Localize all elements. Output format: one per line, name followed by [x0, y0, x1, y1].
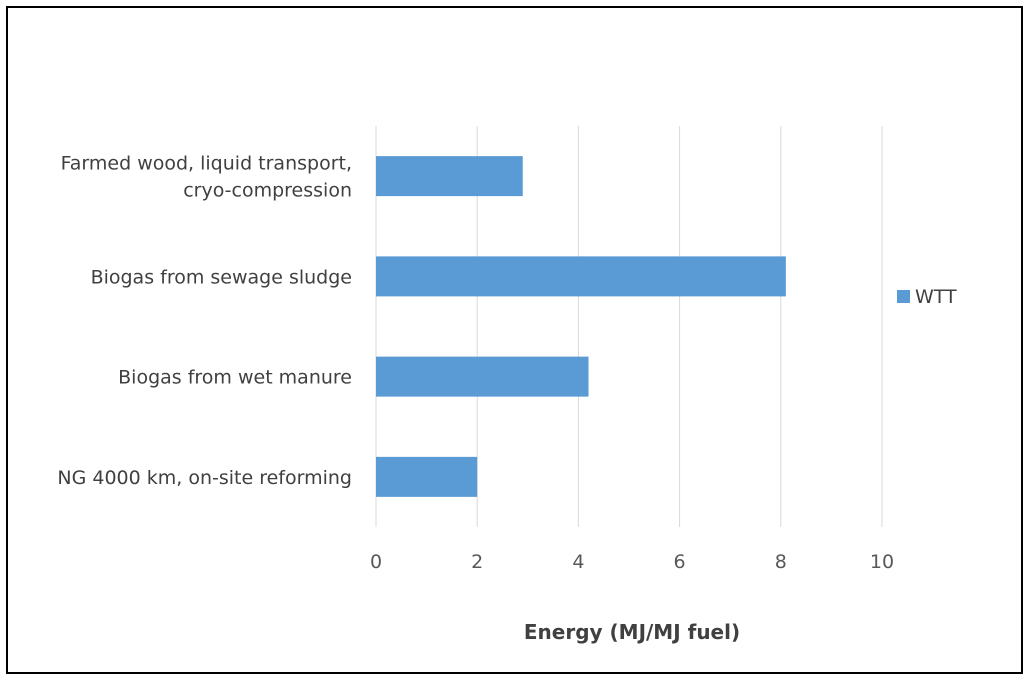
bar — [376, 356, 589, 397]
x-tick-label: 4 — [572, 551, 584, 573]
bars — [376, 156, 786, 497]
chart-frame — [6, 6, 1023, 674]
category-label: Biogas from wet manure — [118, 367, 352, 389]
x-axis-title: Energy (MJ/MJ fuel) — [524, 620, 740, 644]
x-tick-labels: 0 2 4 6 8 10 — [370, 551, 894, 573]
x-tick-label: 0 — [370, 551, 382, 573]
category-label: NG 4000 km, on-site reforming — [57, 467, 352, 489]
category-label: Farmed wood, liquid transport, — [61, 153, 352, 175]
category-label: Biogas from sewage sludge — [91, 266, 352, 288]
bar — [376, 256, 786, 297]
x-tick-label: 8 — [775, 551, 787, 573]
legend-label-wtt: WTT — [915, 286, 957, 308]
bar — [376, 456, 478, 497]
x-tick-label: 6 — [674, 551, 686, 573]
x-tick-label: 10 — [870, 551, 894, 573]
legend-swatch-wtt — [897, 290, 910, 303]
bar — [376, 156, 523, 197]
category-label: cryo-compression — [183, 180, 352, 202]
legend: WTT — [897, 286, 957, 308]
category-labels: Farmed wood, liquid transport, cryo-compr… — [57, 153, 352, 489]
x-tick-label: 2 — [471, 551, 483, 573]
